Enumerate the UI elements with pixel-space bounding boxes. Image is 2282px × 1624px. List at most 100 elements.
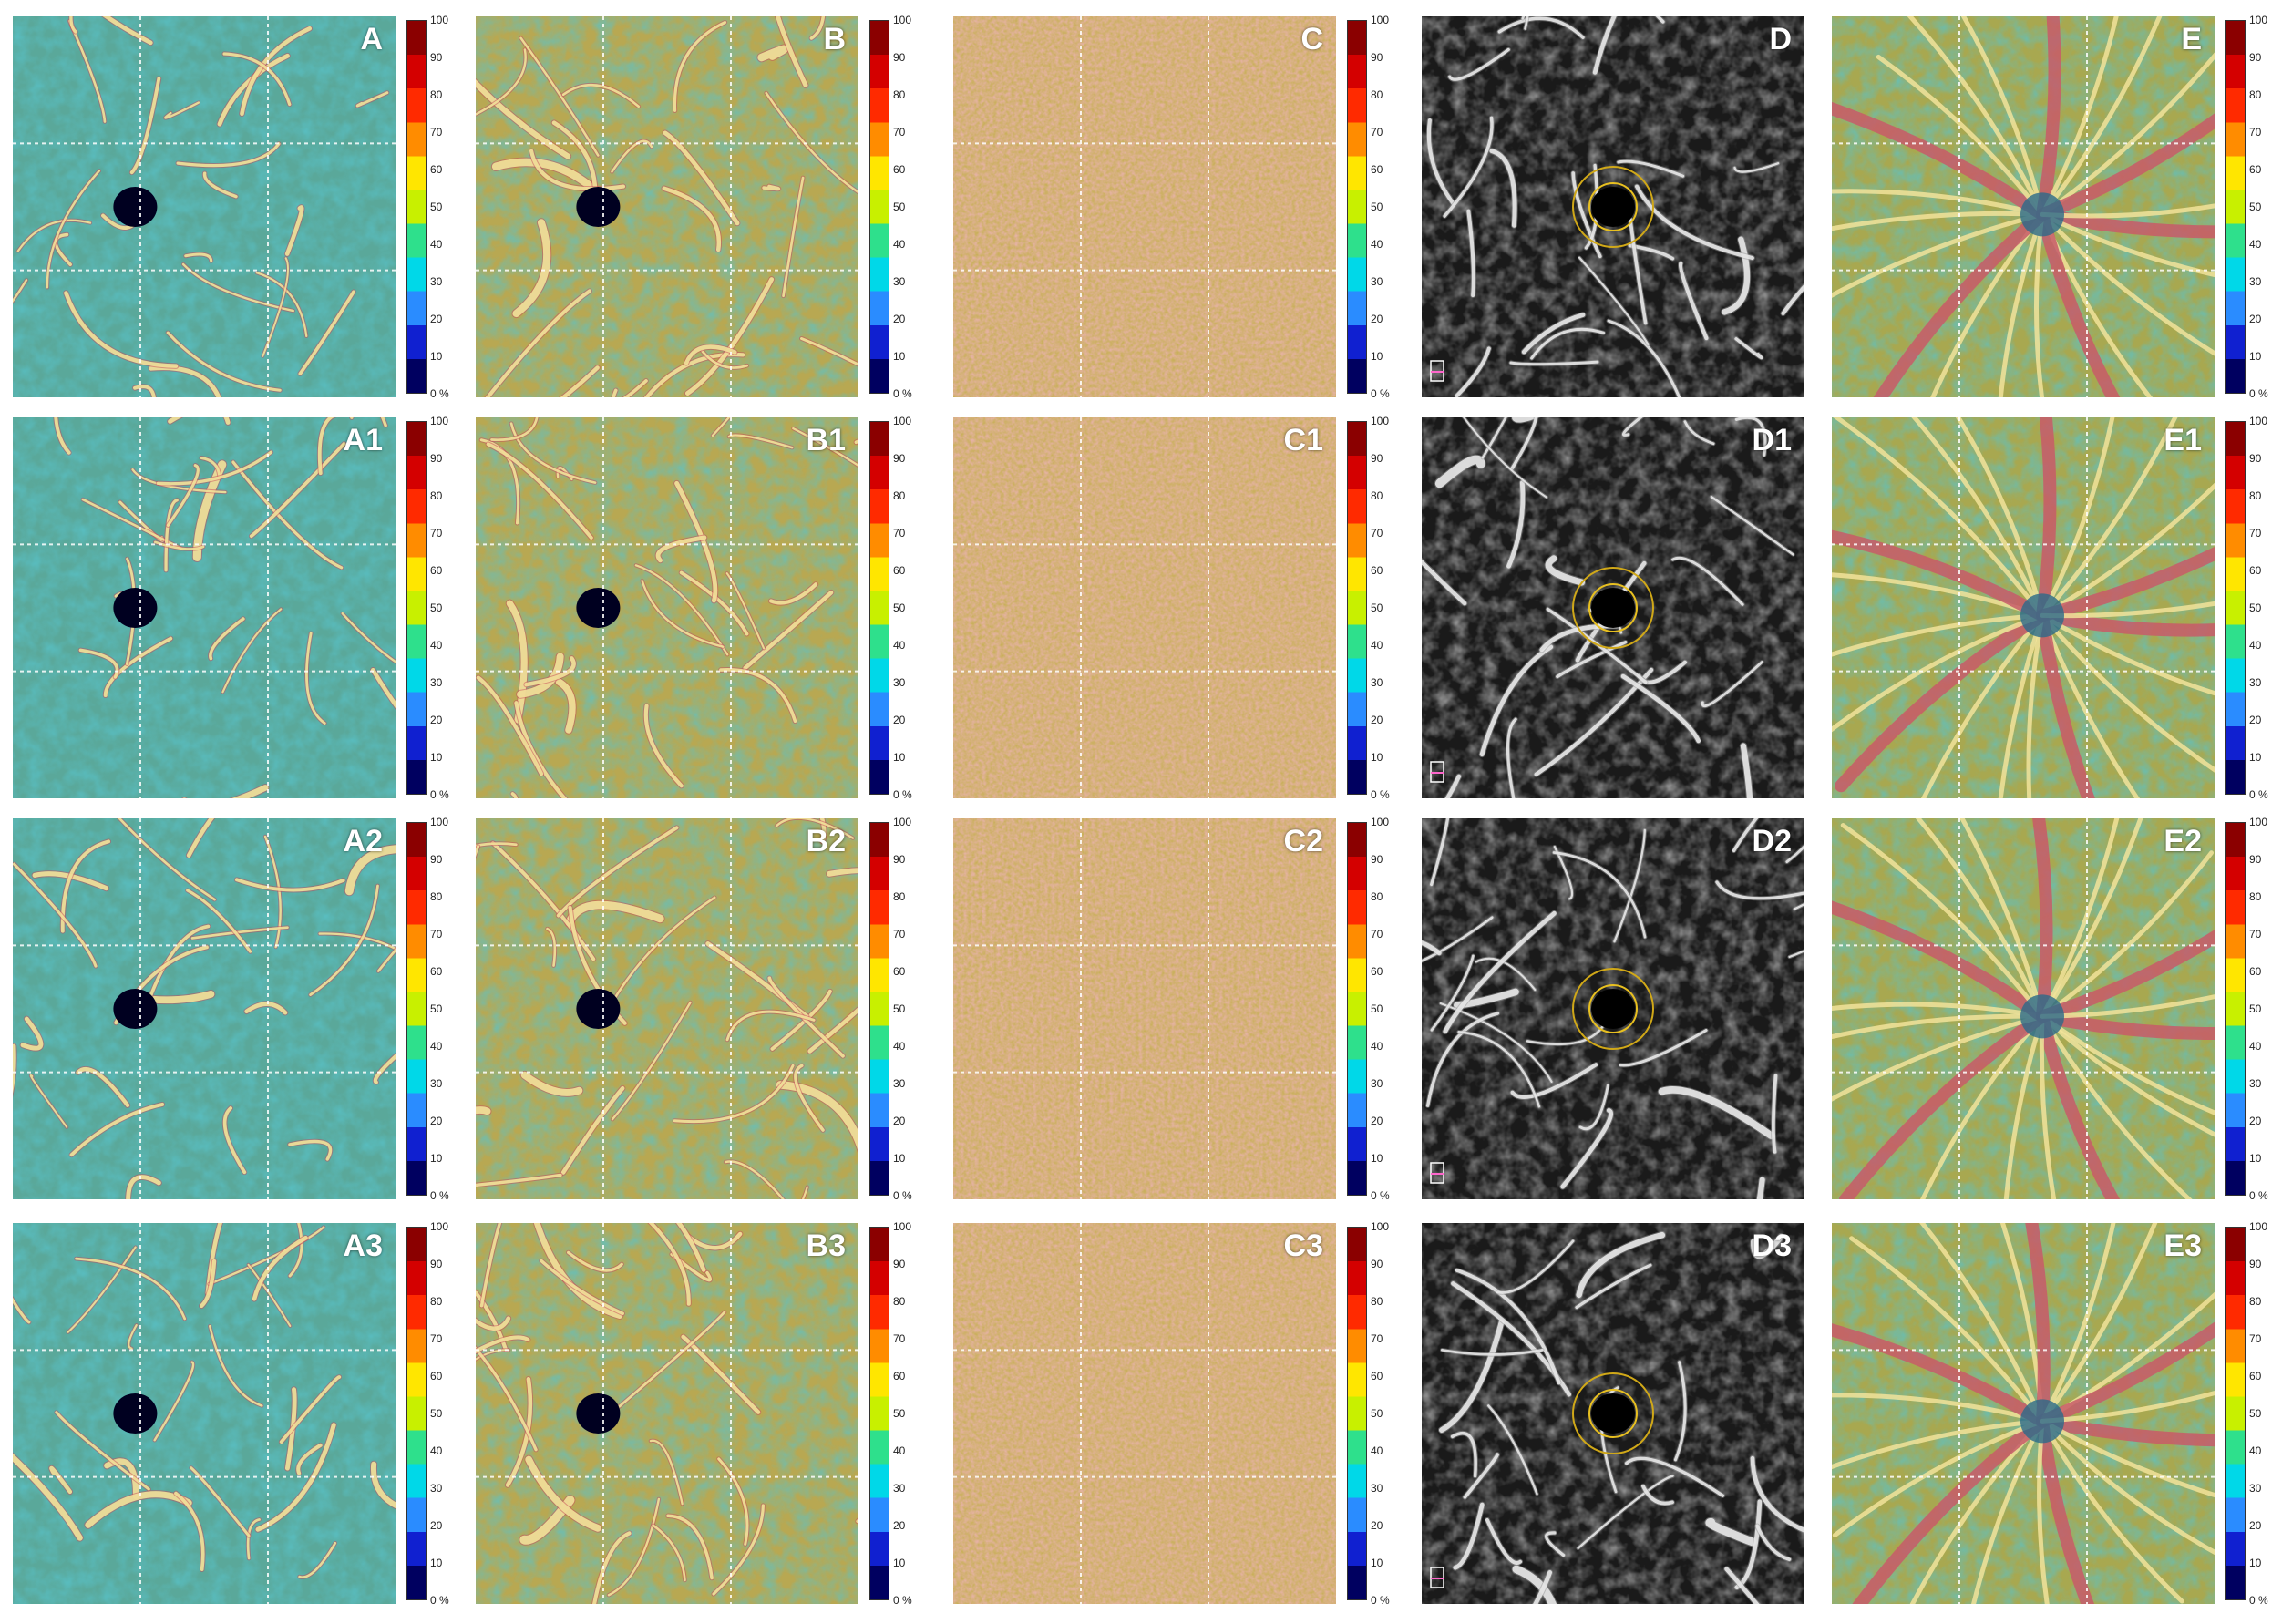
- colorbar-tick-label: 50: [1371, 601, 1383, 614]
- colorbar-tick-label: 90: [1371, 452, 1383, 465]
- colorbar-gradient: [2225, 421, 2246, 795]
- angiography-image: [953, 818, 1336, 1199]
- colorbar-tick-label: 90: [893, 51, 906, 64]
- noise-texture: [13, 417, 396, 798]
- colorbar-gradient: [869, 1227, 889, 1600]
- colorbar-tick-label: 60: [430, 965, 443, 978]
- colorbar-tick-label: 10: [430, 1557, 443, 1569]
- angiography-image: [13, 417, 396, 798]
- colorbar-tick-label: 20: [1371, 1115, 1383, 1127]
- colorbar-tick-label: 60: [2249, 564, 2262, 577]
- sector-grid: [1832, 1223, 2215, 1604]
- colorbar: 100 90 80 70 60 50 40 30 20 10 0 %: [2225, 415, 2280, 801]
- angiography-image: [1422, 16, 1804, 397]
- angiography-image: [1422, 1223, 1804, 1604]
- panel-label: D2: [1752, 824, 1792, 858]
- panel-label: D1: [1752, 423, 1792, 457]
- sector-grid: [476, 1223, 858, 1604]
- colorbar-tick-label: 60: [1371, 163, 1383, 176]
- colorbar-tick-label: 90: [430, 51, 443, 64]
- colorbar-tick-label: 40: [2249, 238, 2262, 251]
- foveal-avascular-zone: [1591, 187, 1635, 227]
- colorbar-tick-label: 20: [893, 313, 906, 325]
- colorbar: 100 90 80 70 60 50 40 30 20 10 0 %: [2225, 816, 2280, 1202]
- colorbar-tick-label: 100: [430, 14, 449, 26]
- colorbar-tick-label: 70: [1371, 1332, 1383, 1345]
- colorbar-tick-label: 70: [893, 1332, 906, 1345]
- panel-label: C: [1300, 22, 1323, 57]
- colorbar-tick-label: 40: [430, 238, 443, 251]
- colorbar: 100 90 80 70 60 50 40 30 20 10 0 %: [1347, 816, 1402, 1202]
- panel-label: B: [823, 22, 846, 57]
- angiography-image: [953, 16, 1336, 397]
- faz-outer-outline: [1572, 166, 1654, 248]
- colorbar-tick-label: 50: [430, 200, 443, 213]
- colorbar: 100 90 80 70 60 50 40 30 20 10 0 %: [1347, 415, 1402, 801]
- colorbar: 100 90 80 70 60 50 40 30 20 10 0 %: [869, 816, 924, 1202]
- foveal-avascular-zone: [576, 187, 621, 227]
- colorbar-tick-label: 50: [430, 1407, 443, 1420]
- colorbar-tick-label: 40: [893, 1444, 906, 1457]
- colorbar-gradient: [869, 822, 889, 1196]
- vessel-network: [53, 417, 396, 798]
- colorbar-tick-label: 60: [893, 1370, 906, 1382]
- colorbar-tick-label: 90: [893, 853, 906, 866]
- colorbar-tick-label: 40: [1371, 1444, 1383, 1457]
- colorbar-tick-label: 20: [2249, 1519, 2262, 1532]
- colorbar-tick-label: 80: [430, 489, 443, 502]
- foveal-avascular-zone: [1591, 1393, 1635, 1434]
- colorbar: 100 90 80 70 60 50 40 30 20 10 0 %: [869, 1220, 924, 1607]
- colorbar-tick-label: 100: [1371, 415, 1390, 427]
- faz-inner-outline: [1588, 984, 1638, 1033]
- panel-label: B2: [806, 824, 846, 858]
- colorbar-tick-label: 50: [893, 1002, 906, 1015]
- colorbar: 100 90 80 70 60 50 40 30 20 10 0 %: [869, 415, 924, 801]
- colorbar-gradient: [869, 20, 889, 394]
- colorbar-gradient: [2225, 822, 2246, 1196]
- noise-texture: [953, 818, 1336, 1199]
- foveal-avascular-zone: [113, 588, 158, 628]
- panel-label: E1: [2164, 423, 2202, 457]
- colorbar-tick-label: 70: [893, 527, 906, 540]
- colorbar-tick-label: 80: [1371, 890, 1383, 903]
- optic-disc-cup: [2020, 593, 2064, 638]
- colorbar-gradient: [406, 20, 427, 394]
- colorbar-tick-label: 70: [430, 928, 443, 940]
- colorbar-tick-label: 0 %: [430, 1189, 449, 1202]
- panel-label: B3: [806, 1228, 846, 1263]
- panel-e3: E3: [1832, 1223, 2215, 1604]
- colorbar-tick-label: 20: [893, 1115, 906, 1127]
- colorbar: 100 90 80 70 60 50 40 30 20 10 0 %: [869, 14, 924, 400]
- colorbar-tick-label: 100: [1371, 14, 1390, 26]
- colorbar-tick-label: 30: [2249, 1077, 2262, 1090]
- colorbar-tick-label: 100: [893, 816, 912, 828]
- colorbar-tick-label: 80: [430, 88, 443, 101]
- colorbar-tick-label: 100: [430, 816, 449, 828]
- colorbar-tick-label: 80: [1371, 1295, 1383, 1308]
- colorbar-tick-label: 40: [893, 639, 906, 652]
- colorbar-tick-label: 10: [430, 350, 443, 363]
- colorbar-tick-label: 70: [893, 928, 906, 940]
- colorbar-tick-label: 100: [2249, 14, 2268, 26]
- angiography-image: [476, 1223, 858, 1604]
- colorbar-tick-label: 40: [893, 238, 906, 251]
- colorbar-tick-label: 60: [1371, 564, 1383, 577]
- sector-grid: [953, 16, 1336, 397]
- sector-grid: [953, 417, 1336, 798]
- colorbar-tick-label: 20: [2249, 714, 2262, 726]
- panel-c3: C3: [953, 1223, 1336, 1604]
- vessel-network: [1832, 16, 2215, 397]
- colorbar-tick-label: 10: [1371, 751, 1383, 764]
- panel-a1: A1: [13, 417, 396, 798]
- panel-label: A3: [343, 1228, 383, 1263]
- noise-texture: [476, 1223, 858, 1604]
- faz-outer-outline: [1572, 1372, 1654, 1454]
- panel-c2: C2: [953, 818, 1336, 1199]
- panel-c1: C1: [953, 417, 1336, 798]
- colorbar-tick-label: 100: [2249, 415, 2268, 427]
- optic-disc-cup: [2020, 192, 2064, 237]
- colorbar-tick-label: 70: [893, 126, 906, 139]
- colorbar-tick-label: 30: [893, 275, 906, 288]
- colorbar-tick-label: 0 %: [1371, 1594, 1390, 1607]
- colorbar-tick-label: 0 %: [430, 1594, 449, 1607]
